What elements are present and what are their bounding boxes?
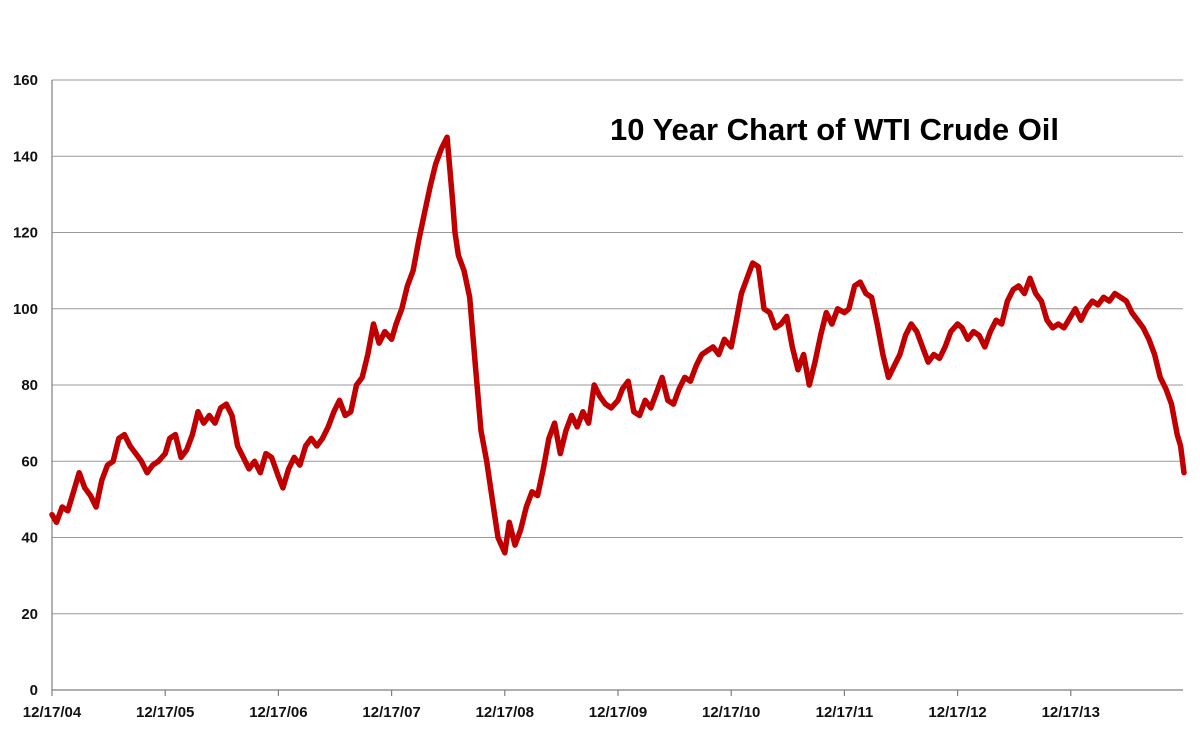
- y-tick-label: 120: [13, 225, 38, 242]
- y-tick-label: 80: [21, 377, 38, 394]
- y-tick-label: 140: [13, 148, 38, 165]
- x-tick-label: 12/17/11: [816, 704, 874, 721]
- x-tick-label: 12/17/09: [589, 704, 647, 721]
- x-tick-label: 12/17/08: [476, 704, 534, 721]
- x-tick-label: 12/17/13: [1042, 704, 1100, 721]
- y-tick-label: 0: [30, 682, 38, 699]
- y-tick-label: 60: [21, 453, 38, 470]
- chart-title: 10 Year Chart of WTI Crude Oil: [610, 112, 1059, 147]
- grid-lines: [52, 79, 1183, 615]
- x-tick-label: 12/17/12: [928, 704, 986, 721]
- x-tick-label: 12/17/06: [249, 704, 307, 721]
- y-tick-label: 20: [21, 606, 38, 623]
- y-tick-label: 40: [21, 530, 38, 547]
- axes: [51, 80, 1183, 696]
- series-layer: [49, 134, 1187, 556]
- y-tick-label: 100: [13, 301, 38, 318]
- x-tick-label: 12/17/07: [362, 704, 420, 721]
- x-tick-label: 12/17/10: [702, 704, 760, 721]
- series-line: [49, 134, 1187, 556]
- y-tick-label: 160: [13, 72, 38, 89]
- x-tick-label: 12/17/04: [23, 704, 82, 721]
- x-tick-label: 12/17/05: [136, 704, 194, 721]
- tick-labels: 0 20 40 60 80 100 120 140 160 12/17/04 12/17/05 12/…: [13, 72, 1100, 721]
